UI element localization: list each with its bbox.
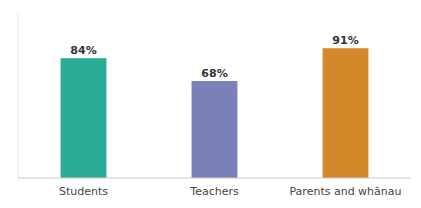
- chart: 84% 68% 91% Students Teachers Parents and whā…: [0, 0, 421, 208]
- bar: [61, 58, 107, 178]
- data-label: 68%: [201, 67, 227, 80]
- x-tick-label: Parents and whānau: [289, 185, 401, 198]
- x-tick-label: Teachers: [189, 185, 239, 198]
- x-axis-line: [18, 178, 411, 179]
- bar: [323, 48, 369, 178]
- data-label: 84%: [70, 44, 96, 57]
- bars: [61, 48, 369, 178]
- data-label: 91%: [332, 34, 358, 47]
- bar: [192, 81, 238, 178]
- chart-container: 84% 68% 91% Students Teachers Parents and whā…: [0, 0, 421, 208]
- y-axis-line: [18, 14, 19, 178]
- x-tick-label: Students: [59, 185, 108, 198]
